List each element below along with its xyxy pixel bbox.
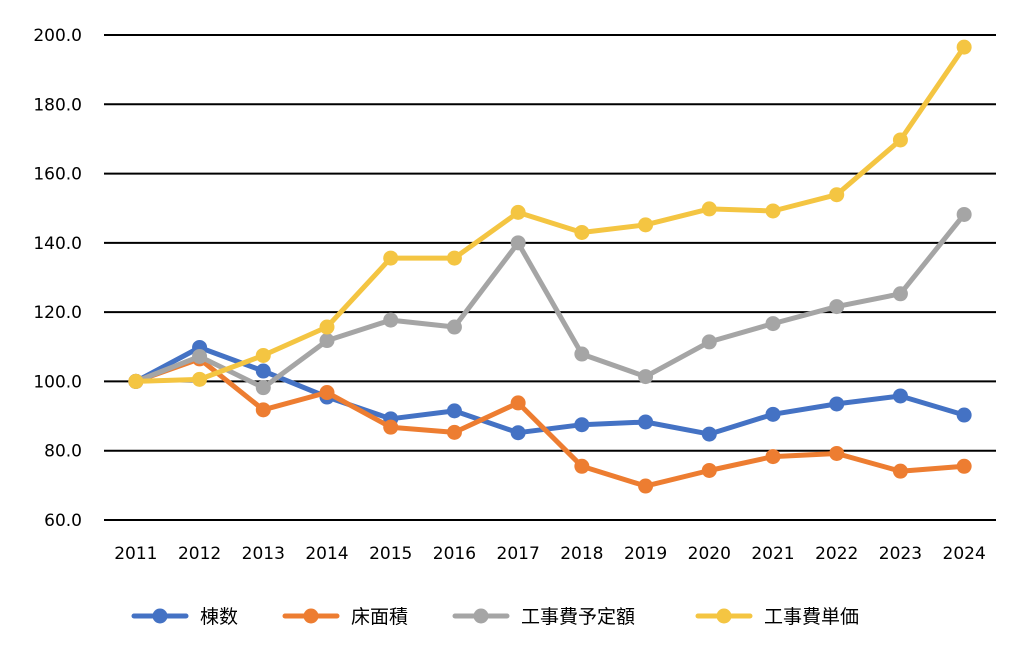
series-1: [128, 351, 972, 494]
data-point: [765, 203, 781, 219]
data-point: [829, 187, 845, 203]
data-point: [956, 458, 972, 474]
data-point: [446, 250, 462, 266]
series-line: [133, 345, 967, 437]
x-tick-label: 2012: [178, 544, 221, 564]
data-point: [574, 458, 590, 474]
data-point: [956, 407, 972, 423]
y-tick-label: 100.0: [33, 372, 82, 392]
x-tick-label: 2017: [497, 544, 540, 564]
legend-swatch-marker: [303, 608, 319, 624]
data-point: [829, 299, 845, 315]
x-tick-label: 2024: [943, 544, 986, 564]
data-point: [892, 132, 908, 148]
data-point: [638, 414, 654, 430]
data-point: [192, 371, 208, 387]
x-tick-label: 2020: [688, 544, 731, 564]
data-point: [701, 201, 717, 217]
x-tick-label: 2013: [242, 544, 285, 564]
legend-label: 工事費予定額: [521, 606, 635, 628]
y-tick-label: 180.0: [33, 95, 82, 115]
data-point: [383, 250, 399, 266]
y-tick-label: 160.0: [33, 165, 82, 185]
x-axis-ticks: 2011 2012 2013 2014 2015 2016 2017 2018 2019 2020…: [114, 544, 986, 564]
data-point: [510, 235, 526, 251]
x-tick-label: 2022: [815, 544, 858, 564]
legend-item-0: 棟数: [131, 606, 238, 628]
data-point: [255, 380, 271, 396]
data-point: [892, 286, 908, 302]
data-point: [765, 449, 781, 465]
data-point: [638, 217, 654, 233]
x-tick-label: 2018: [560, 544, 603, 564]
y-tick-label: 60.0: [44, 511, 82, 531]
y-tick-label: 120.0: [33, 303, 82, 323]
data-point: [319, 333, 335, 349]
data-point: [892, 463, 908, 479]
data-point: [574, 346, 590, 362]
y-axis-ticks: 60.0 80.0 100.0 120.0 140.0 160.0 180.0 200.0: [33, 26, 82, 531]
legend-swatch-marker: [716, 608, 732, 624]
series-lines: [128, 39, 972, 494]
data-point: [446, 403, 462, 419]
data-point: [446, 424, 462, 440]
data-point: [956, 206, 972, 222]
gridlines: [104, 34, 996, 521]
data-point: [128, 373, 144, 389]
data-point: [510, 395, 526, 411]
data-point: [192, 348, 208, 364]
legend-item-2: 工事費予定額: [452, 606, 635, 628]
data-point: [638, 369, 654, 385]
data-point: [319, 319, 335, 335]
data-point: [255, 402, 271, 418]
legend-label: 工事費単価: [764, 606, 859, 628]
data-point: [255, 347, 271, 363]
data-point: [638, 478, 654, 494]
x-tick-label: 2015: [369, 544, 412, 564]
data-point: [701, 334, 717, 350]
legend-item-1: 床面積: [282, 606, 408, 628]
data-point: [956, 39, 972, 55]
data-point: [765, 316, 781, 332]
y-tick-label: 80.0: [44, 442, 82, 462]
data-point: [701, 462, 717, 478]
data-point: [255, 363, 271, 379]
data-point: [446, 319, 462, 335]
data-point: [383, 312, 399, 328]
data-point: [829, 445, 845, 461]
series-line: [133, 212, 967, 391]
legend-swatch-marker: [473, 608, 489, 624]
y-tick-label: 200.0: [33, 26, 82, 46]
data-point: [829, 396, 845, 412]
legend: 棟数 床面積 工事費予定額 工事費単価: [131, 606, 859, 628]
x-tick-label: 2016: [433, 544, 476, 564]
legend-swatch-marker: [152, 608, 168, 624]
data-point: [510, 425, 526, 441]
x-tick-label: 2014: [305, 544, 348, 564]
series-0: [128, 339, 972, 442]
legend-item-3: 工事費単価: [695, 606, 859, 628]
data-point: [319, 385, 335, 401]
series-line: [133, 356, 967, 489]
data-point: [383, 419, 399, 435]
data-point: [701, 426, 717, 442]
data-point: [510, 204, 526, 220]
series-line: [133, 44, 967, 384]
data-point: [765, 406, 781, 422]
y-tick-label: 140.0: [33, 234, 82, 254]
x-tick-label: 2019: [624, 544, 667, 564]
legend-label: 床面積: [351, 606, 408, 628]
series-2: [128, 206, 972, 396]
data-point: [892, 388, 908, 404]
data-point: [574, 224, 590, 240]
x-tick-label: 2023: [879, 544, 922, 564]
series-3: [128, 39, 972, 389]
x-tick-label: 2011: [114, 544, 157, 564]
legend-label: 棟数: [200, 606, 238, 628]
x-tick-label: 2021: [751, 544, 794, 564]
data-point: [574, 417, 590, 433]
